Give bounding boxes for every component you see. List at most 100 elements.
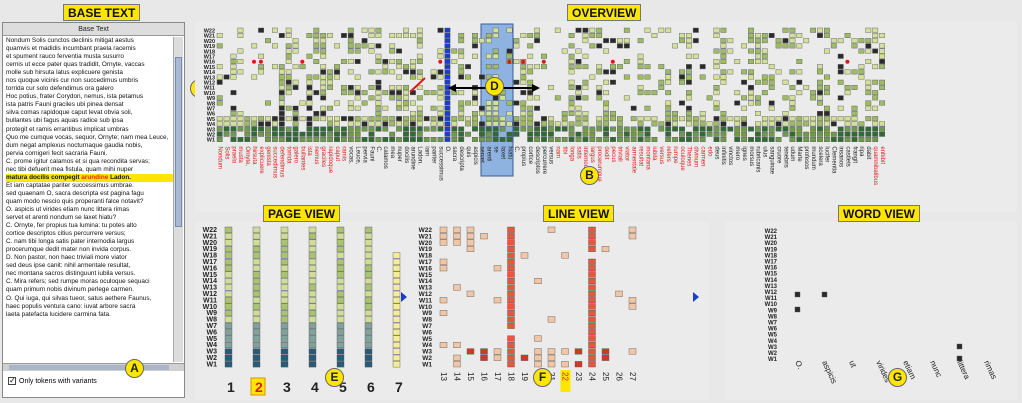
overview-cell[interactable] <box>720 38 727 44</box>
overview-cell[interactable] <box>423 126 430 132</box>
overview-cell[interactable] <box>258 53 265 59</box>
overview-cell[interactable] <box>803 116 810 122</box>
overview-cell[interactable] <box>251 74 258 80</box>
overview-cell[interactable] <box>320 131 327 137</box>
overview-cell[interactable] <box>465 131 471 137</box>
overview-cell[interactable] <box>789 38 796 44</box>
overview-word-label[interactable]: C. <box>375 146 381 152</box>
overview-cell[interactable] <box>334 69 340 75</box>
overview-cell[interactable] <box>479 38 485 44</box>
base-text-line[interactable]: torrida cur solo defendimus ora galero <box>6 85 114 93</box>
overview-cell[interactable] <box>354 43 361 49</box>
overview-word-label[interactable]: lucifer <box>824 146 830 162</box>
overview-cell[interactable] <box>465 100 471 106</box>
overview-cell[interactable] <box>561 116 568 122</box>
overview-cell[interactable] <box>582 95 589 101</box>
overview-cell[interactable] <box>513 79 520 85</box>
line-number-label[interactable]: 24 <box>588 372 597 381</box>
overview-cell[interactable] <box>416 126 423 132</box>
overview-cell[interactable] <box>368 131 375 137</box>
overview-cell[interactable] <box>306 95 313 101</box>
overview-word-label[interactable]: montana <box>644 146 650 170</box>
overview-cell[interactable] <box>748 74 754 80</box>
overview-cell[interactable] <box>865 90 872 96</box>
page-view-cell[interactable] <box>224 265 233 272</box>
overview-cell[interactable] <box>334 116 340 122</box>
overview-cell[interactable] <box>389 95 396 101</box>
overview-cell[interactable] <box>782 79 789 85</box>
overview-cell[interactable] <box>844 131 851 137</box>
overview-cell[interactable] <box>858 121 865 127</box>
overview-cell[interactable] <box>582 131 589 137</box>
overview-cell[interactable] <box>520 110 527 116</box>
overview-cell[interactable] <box>554 121 561 127</box>
base-text-line[interactable]: sed quaenam O, sacra descripta est pagin… <box>6 189 144 197</box>
page-view-cell[interactable] <box>308 284 317 291</box>
overview-word-label[interactable]: satis <box>575 146 581 158</box>
overview-cell[interactable] <box>361 116 368 122</box>
overview-cell[interactable] <box>637 59 644 64</box>
overview-cell[interactable] <box>858 74 865 80</box>
overview-cell[interactable] <box>755 110 761 116</box>
page-view-cell[interactable] <box>364 303 373 310</box>
overview-cell[interactable] <box>409 74 416 80</box>
page-view-cell[interactable] <box>308 233 317 240</box>
overview-cell[interactable] <box>403 64 409 70</box>
overview-cell[interactable] <box>727 38 734 44</box>
overview-cell[interactable] <box>692 27 699 33</box>
overview-word-label[interactable]: largus <box>589 146 595 162</box>
overview-word-label[interactable]: dabit <box>865 146 871 159</box>
overview-cell[interactable] <box>396 48 402 54</box>
overview-cell[interactable] <box>575 116 582 122</box>
overview-cell[interactable] <box>741 131 748 137</box>
overview-cell[interactable] <box>444 90 451 96</box>
page-view-cell[interactable] <box>280 246 289 253</box>
overview-cell[interactable] <box>679 100 685 106</box>
overview-cell[interactable] <box>589 32 596 38</box>
overview-cell[interactable] <box>720 126 727 132</box>
word-view-grid[interactable]: W22W21W20W19W18W17W16W15W14W13W12W11W10W… <box>725 222 1017 400</box>
overview-cell[interactable] <box>230 136 237 142</box>
overview-cell[interactable] <box>285 90 292 96</box>
overview-cell[interactable] <box>734 100 741 106</box>
overview-word-label[interactable]: tibi <box>562 146 568 154</box>
page-view-cell[interactable] <box>392 316 401 323</box>
overview-cell[interactable] <box>465 121 471 127</box>
overview-cell[interactable] <box>492 100 499 106</box>
overview-cell[interactable] <box>568 69 575 75</box>
overview-cell[interactable] <box>216 136 223 142</box>
overview-cell[interactable] <box>665 136 672 142</box>
overview-cell[interactable] <box>623 43 630 49</box>
overview-cell[interactable] <box>851 105 858 111</box>
overview-word-label[interactable]: hiatu <box>506 146 512 159</box>
overview-cell[interactable] <box>375 95 382 101</box>
overview-cell[interactable] <box>589 126 596 132</box>
overview-cell[interactable] <box>389 116 396 122</box>
line-view-cell[interactable] <box>453 354 461 361</box>
overview-cell[interactable] <box>713 131 720 137</box>
variants-checkbox-row[interactable]: ✓ Only tokens with variants <box>8 377 97 385</box>
base-text-line[interactable]: bullantes ubi fagus aquas radice sub ips… <box>6 117 124 125</box>
page-view-cell[interactable] <box>364 258 373 265</box>
base-text-line[interactable]: molle sub hirsuta latus explicuere genis… <box>6 69 123 77</box>
overview-cell[interactable] <box>527 105 534 111</box>
overview-cell[interactable] <box>610 38 616 44</box>
overview-cell[interactable] <box>485 121 492 127</box>
overview-word-label[interactable]: vocas, <box>348 146 354 164</box>
overview-cell[interactable] <box>575 136 582 142</box>
overview-cell[interactable] <box>472 38 478 44</box>
line-view-cell[interactable] <box>507 258 515 265</box>
page-view-cell[interactable] <box>280 226 289 233</box>
line-view-cell[interactable] <box>507 271 515 278</box>
page-view-cell[interactable] <box>392 335 401 342</box>
page-view-cell[interactable] <box>224 258 233 265</box>
overview-cell[interactable] <box>699 64 706 70</box>
overview-cell[interactable] <box>409 110 416 116</box>
overview-cell[interactable] <box>368 69 375 75</box>
page-view-cell[interactable] <box>224 341 233 349</box>
overview-cell[interactable] <box>327 131 333 137</box>
page-view-cell[interactable] <box>308 316 317 323</box>
overview-cell[interactable] <box>596 85 603 90</box>
overview-cell[interactable] <box>630 116 637 122</box>
line-view-cell[interactable] <box>588 341 596 348</box>
